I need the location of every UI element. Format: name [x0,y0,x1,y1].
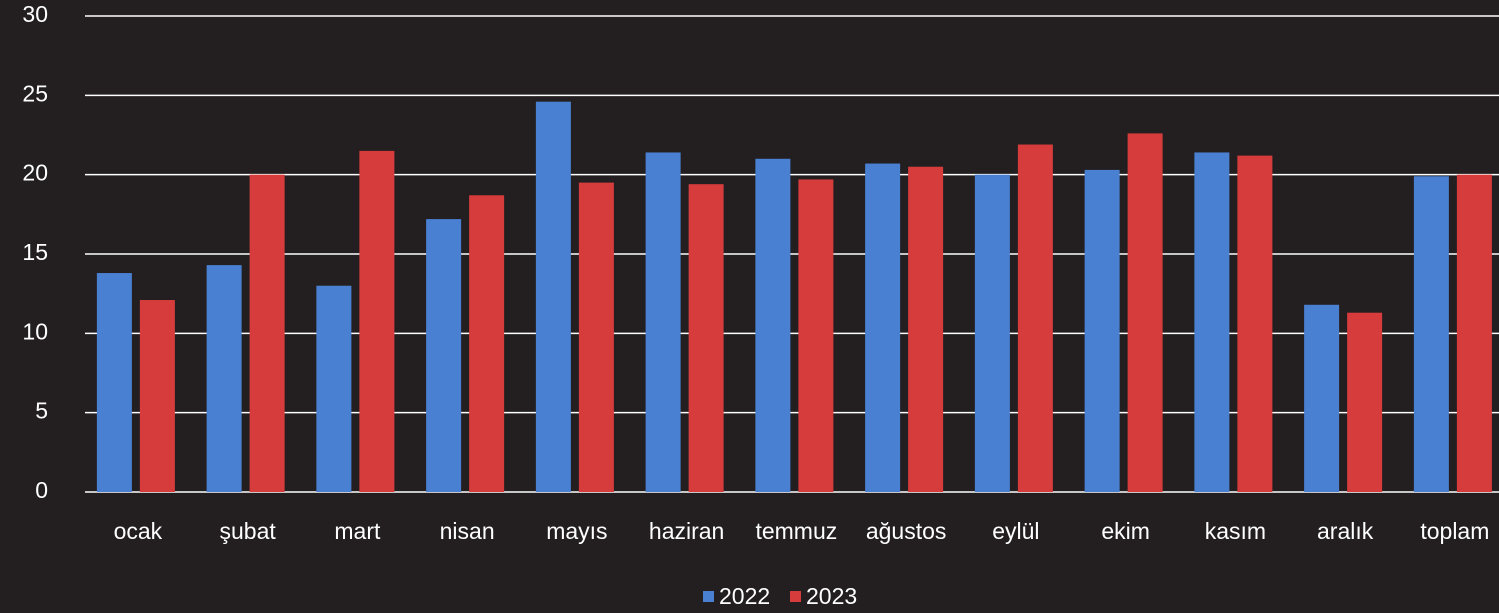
bar [1347,312,1383,492]
bar [469,195,505,492]
y-tick-label: 15 [22,239,48,265]
y-tick-label: 25 [22,80,48,106]
legend-swatch [703,591,714,602]
x-tick-label: haziran [649,518,724,544]
bar [865,163,901,492]
x-tick-label: mart [334,518,381,544]
y-tick-label: 5 [35,398,48,424]
legend-swatch [790,591,801,602]
bar [139,300,175,492]
bar [688,184,724,493]
bar [1017,144,1053,492]
x-tick-label: temmuz [755,518,837,544]
bar [755,158,791,493]
x-tick-label: kasım [1205,518,1266,544]
x-tick-label: toplam [1420,518,1489,544]
bar [535,101,571,493]
y-tick-label: 10 [22,318,48,344]
bar [1084,169,1120,492]
x-tick-label: ağustos [866,518,947,544]
x-tick-label: nisan [440,518,495,544]
y-tick-label: 0 [35,477,48,503]
x-tick-label: mayıs [546,518,607,544]
bar [1237,155,1273,493]
bar [1456,174,1492,492]
y-tick-label: 20 [22,160,48,186]
bar [249,174,285,492]
bar [206,265,242,492]
bar [426,219,462,493]
x-tick-label: ekim [1101,518,1150,544]
bar [1194,152,1230,492]
legend-label: 2023 [806,583,857,609]
x-tick-label: şubat [219,518,276,544]
bar [578,182,614,492]
bar [798,179,834,492]
bar [1413,176,1449,492]
bar [1127,133,1163,492]
bar [96,273,132,492]
x-tick-label: ocak [114,518,163,544]
bar [645,152,681,492]
y-tick-label: 30 [22,1,48,27]
bar [1304,304,1340,492]
bar [908,166,944,492]
x-tick-label: eylül [992,518,1039,544]
bar [974,174,1010,492]
bar [316,285,352,492]
x-tick-label: aralık [1317,518,1374,544]
bar [359,150,395,492]
legend-label: 2022 [719,583,770,609]
